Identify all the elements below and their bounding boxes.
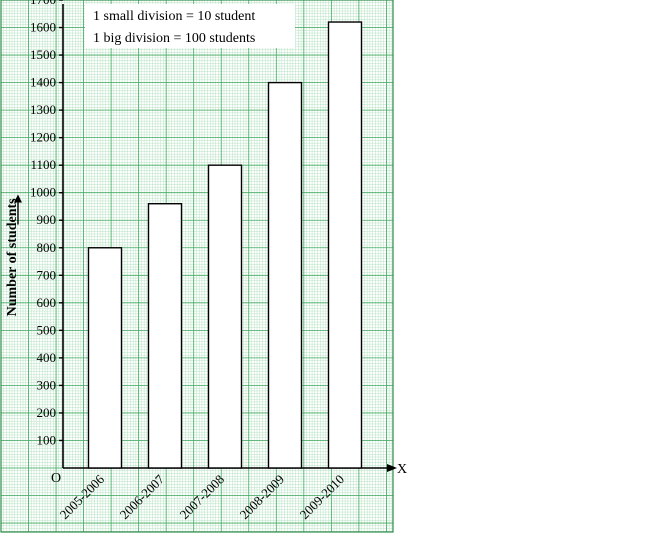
y-tick-label: 100	[37, 432, 57, 447]
y-tick-label: 500	[37, 322, 57, 337]
bar	[269, 83, 302, 468]
bar-chart: 100 200 300 400 500 600 700 800 900 1000 1100 1200 1…	[0, 0, 653, 533]
bar	[329, 22, 362, 468]
y-tick-label: 1400	[30, 75, 56, 90]
y-tick-label: 400	[37, 350, 57, 365]
y-tick-label: 700	[37, 267, 57, 282]
bar	[89, 248, 122, 468]
y-tick-label: 1600	[30, 20, 56, 35]
y-tick-label: 800	[37, 240, 57, 255]
y-tick-label: 1200	[30, 130, 56, 145]
y-tick-label: 1100	[30, 157, 56, 172]
legend-line: 1 small division = 10 student	[93, 9, 255, 24]
y-tick-label: 600	[37, 295, 57, 310]
legend-line: 1 big division = 100 students	[93, 31, 255, 46]
origin-label: O	[51, 471, 61, 486]
bar	[209, 165, 242, 468]
y-tick-label: 1300	[30, 102, 56, 117]
y-tick-label: 200	[37, 405, 57, 420]
y-tick-label: 900	[37, 212, 57, 227]
x-axis-name: X	[397, 462, 407, 477]
bar	[149, 204, 182, 468]
chart-svg: 100 200 300 400 500 600 700 800 900 1000 1100 1200 1…	[0, 0, 653, 533]
y-tick-label: 1000	[30, 185, 56, 200]
y-tick-label: 1700	[30, 0, 56, 7]
y-tick-label: 300	[37, 377, 57, 392]
y-tick-label: 1500	[30, 47, 56, 62]
